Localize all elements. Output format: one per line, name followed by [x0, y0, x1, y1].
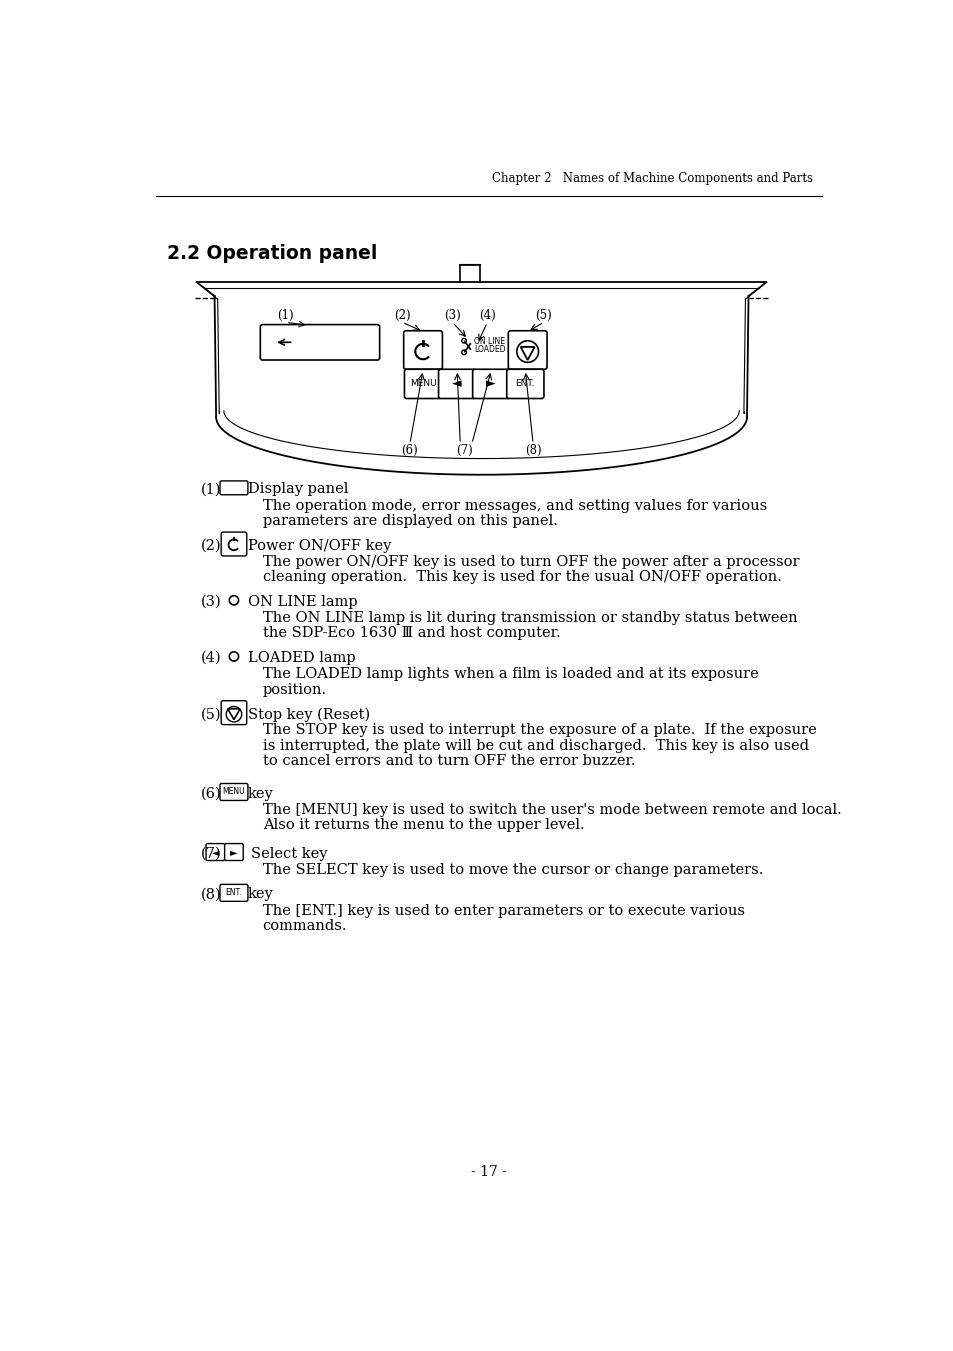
Text: LOADED: LOADED — [474, 346, 505, 354]
Text: ON LINE lamp: ON LINE lamp — [248, 594, 357, 609]
Text: Display panel: Display panel — [248, 482, 348, 496]
FancyBboxPatch shape — [220, 784, 248, 800]
Text: (4): (4) — [200, 651, 221, 665]
FancyBboxPatch shape — [508, 331, 546, 369]
Text: (5): (5) — [535, 309, 552, 323]
Text: the SDP-Eco 1630 Ⅲ and host computer.: the SDP-Eco 1630 Ⅲ and host computer. — [262, 627, 559, 640]
Text: Select key: Select key — [251, 847, 327, 861]
FancyBboxPatch shape — [224, 843, 243, 861]
Text: Chapter 2   Names of Machine Components and Parts: Chapter 2 Names of Machine Components an… — [492, 172, 812, 185]
Text: commands.: commands. — [262, 919, 347, 934]
Text: ►: ► — [486, 377, 496, 390]
Text: MENU: MENU — [222, 788, 245, 797]
FancyBboxPatch shape — [404, 369, 441, 399]
Text: (4): (4) — [478, 309, 496, 323]
Text: The power ON/OFF key is used to turn OFF the power after a processor: The power ON/OFF key is used to turn OFF… — [262, 555, 799, 569]
FancyBboxPatch shape — [206, 843, 224, 861]
Text: (1): (1) — [277, 309, 294, 323]
Text: (3): (3) — [200, 594, 221, 609]
Text: (6): (6) — [401, 444, 417, 457]
Text: The [MENU] key is used to switch the user's mode between remote and local.: The [MENU] key is used to switch the use… — [262, 802, 841, 817]
FancyBboxPatch shape — [220, 481, 248, 494]
Text: (2): (2) — [200, 539, 221, 553]
Text: LOADED lamp: LOADED lamp — [248, 651, 355, 665]
Text: Stop key (Reset): Stop key (Reset) — [248, 708, 370, 721]
Text: (7): (7) — [456, 444, 472, 457]
Text: Power ON/OFF key: Power ON/OFF key — [248, 539, 391, 553]
Text: ►: ► — [230, 847, 237, 857]
Text: MENU: MENU — [409, 380, 436, 388]
FancyBboxPatch shape — [220, 885, 248, 901]
Text: to cancel errors and to turn OFF the error buzzer.: to cancel errors and to turn OFF the err… — [262, 754, 635, 769]
Text: (8): (8) — [524, 444, 541, 457]
Text: The operation mode, error messages, and setting values for various: The operation mode, error messages, and … — [262, 499, 766, 512]
FancyBboxPatch shape — [221, 701, 247, 724]
Text: (2): (2) — [394, 309, 410, 323]
Text: position.: position. — [262, 682, 327, 697]
Text: The ON LINE lamp is lit during transmission or standby status between: The ON LINE lamp is lit during transmiss… — [262, 611, 797, 626]
Text: The LOADED lamp lights when a film is loaded and at its exposure: The LOADED lamp lights when a film is lo… — [262, 667, 758, 681]
Text: ENT.: ENT. — [515, 380, 535, 388]
Text: key: key — [248, 888, 274, 901]
Text: ENT.: ENT. — [226, 889, 242, 897]
Text: Also it returns the menu to the upper level.: Also it returns the menu to the upper le… — [262, 819, 583, 832]
Text: The [ENT.] key is used to enter parameters or to execute various: The [ENT.] key is used to enter paramete… — [262, 904, 744, 917]
FancyBboxPatch shape — [403, 331, 442, 369]
Text: - 17 -: - 17 - — [471, 1166, 506, 1179]
Text: ◄: ◄ — [212, 847, 219, 857]
Text: cleaning operation.  This key is used for the usual ON/OFF operation.: cleaning operation. This key is used for… — [262, 570, 781, 584]
Text: ON LINE: ON LINE — [474, 336, 505, 346]
Text: key: key — [248, 786, 274, 801]
Text: is interrupted, the plate will be cut and discharged.  This key is also used: is interrupted, the plate will be cut an… — [262, 739, 808, 753]
Text: The STOP key is used to interrupt the exposure of a plate.  If the exposure: The STOP key is used to interrupt the ex… — [262, 723, 816, 738]
Text: (1): (1) — [200, 482, 221, 496]
Text: (5): (5) — [200, 708, 221, 721]
Text: (7): (7) — [200, 847, 221, 861]
Text: (3): (3) — [444, 309, 460, 323]
FancyBboxPatch shape — [472, 369, 509, 399]
Text: parameters are displayed on this panel.: parameters are displayed on this panel. — [262, 513, 557, 528]
Text: 2.2 Operation panel: 2.2 Operation panel — [167, 243, 377, 262]
FancyBboxPatch shape — [221, 532, 247, 557]
FancyBboxPatch shape — [438, 369, 476, 399]
Text: (6): (6) — [200, 786, 221, 801]
FancyBboxPatch shape — [260, 324, 379, 359]
FancyBboxPatch shape — [506, 369, 543, 399]
Text: (8): (8) — [200, 888, 221, 901]
Text: The SELECT key is used to move the cursor or change parameters.: The SELECT key is used to move the curso… — [262, 863, 762, 877]
Text: ◄: ◄ — [452, 377, 461, 390]
